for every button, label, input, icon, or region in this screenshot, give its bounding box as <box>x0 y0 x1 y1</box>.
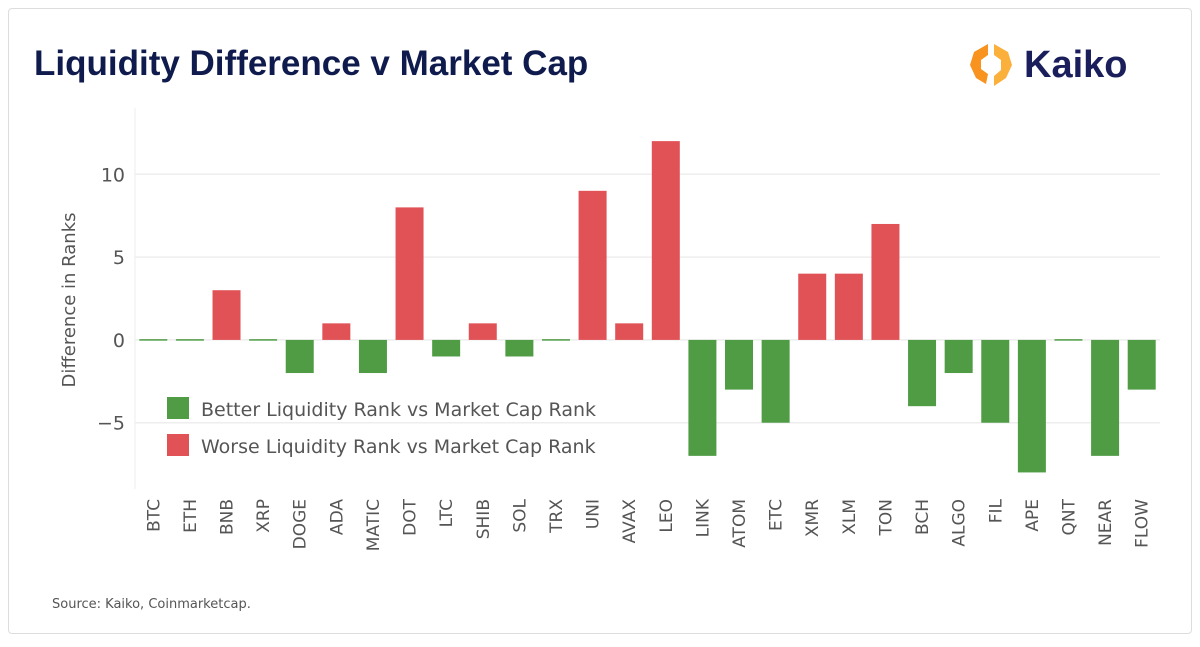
bar-etc <box>761 339 790 423</box>
kaiko-logo-icon <box>970 44 1012 86</box>
bar-xlm <box>834 273 863 340</box>
bar-leo <box>651 141 680 340</box>
bar-sol <box>505 339 534 357</box>
x-tick-label: LINK <box>693 498 713 537</box>
x-tick-label: UNI <box>584 499 604 529</box>
x-tick-label: DOT <box>401 498 421 535</box>
x-tick-label: SOL <box>510 498 530 532</box>
bar-dot <box>395 207 424 340</box>
bar-xrp <box>249 339 278 341</box>
bar-bnb <box>212 290 241 340</box>
x-tick-label: TON <box>876 499 896 536</box>
bar-ltc <box>432 339 461 357</box>
x-tick-label: XMR <box>803 499 823 537</box>
bar-ton <box>871 223 900 340</box>
bar-btc <box>139 339 168 341</box>
x-tick-label: BTC <box>144 499 164 532</box>
legend-swatch-worse <box>167 434 189 456</box>
x-tick-label: TRX <box>547 499 567 534</box>
legend: Better Liquidity Rank vs Market Cap Rank… <box>167 397 596 458</box>
bar-near <box>1091 339 1120 456</box>
bar-fil <box>981 339 1010 423</box>
x-tick-label: ETC <box>767 499 787 531</box>
y-tick-label: 10 <box>101 164 125 186</box>
legend-label-better: Better Liquidity Rank vs Market Cap Rank <box>201 399 596 421</box>
x-tick-label: XLM <box>840 499 860 535</box>
bar-bch <box>908 339 937 407</box>
bar-flow <box>1127 339 1156 390</box>
x-tick-label: FIL <box>986 498 1006 523</box>
x-tick-label: ADA <box>327 499 347 535</box>
bar-atom <box>725 339 754 390</box>
logo-text: Kaiko <box>1024 43 1128 86</box>
chart-title: Liquidity Difference v Market Cap <box>34 44 589 83</box>
x-tick-label: APE <box>1023 499 1043 532</box>
y-tick-label: 0 <box>113 330 125 352</box>
legend-label-worse: Worse Liquidity Rank vs Market Cap Rank <box>201 436 596 458</box>
x-tick-label: LTC <box>437 499 457 527</box>
x-tick-label: SHIB <box>474 499 494 539</box>
x-tick-label: QNT <box>1059 498 1079 535</box>
bar-trx <box>541 339 570 341</box>
y-tick-label: 5 <box>113 247 125 269</box>
x-tick-label: AVAX <box>620 499 640 544</box>
x-tick-label: FLOW <box>1133 499 1153 548</box>
bar-eth <box>175 339 204 341</box>
bar-matic <box>358 339 387 374</box>
x-tick-label: ETH <box>181 499 201 533</box>
bar-doge <box>285 339 314 374</box>
x-tick-label: LEO <box>657 499 677 533</box>
bar-ada <box>322 323 351 340</box>
legend-swatch-better <box>167 397 189 419</box>
x-tick-label: NEAR <box>1096 499 1116 546</box>
bar-algo <box>944 339 973 374</box>
source-note: Source: Kaiko, Coinmarketcap. <box>52 597 251 612</box>
bar-qnt <box>1054 339 1083 341</box>
bar-shib <box>468 323 497 340</box>
y-axis-label: Difference in Ranks <box>59 213 80 388</box>
bar-link <box>688 339 717 456</box>
bar-xmr <box>798 273 827 340</box>
x-tick-label: ATOM <box>730 499 750 548</box>
x-tick-label: XRP <box>254 499 274 533</box>
x-tick-label: DOGE <box>291 499 311 549</box>
x-tick-label: ALGO <box>950 499 970 547</box>
x-tick-label: MATIC <box>364 499 384 551</box>
x-tick-label: BCH <box>913 499 933 535</box>
kaiko-logo: Kaiko <box>966 40 1127 90</box>
bar-uni <box>578 190 607 340</box>
bar-ape <box>1017 339 1046 473</box>
x-tick-label: BNB <box>218 499 238 535</box>
y-tick-label: −5 <box>97 413 125 435</box>
bar-avax <box>615 323 644 340</box>
